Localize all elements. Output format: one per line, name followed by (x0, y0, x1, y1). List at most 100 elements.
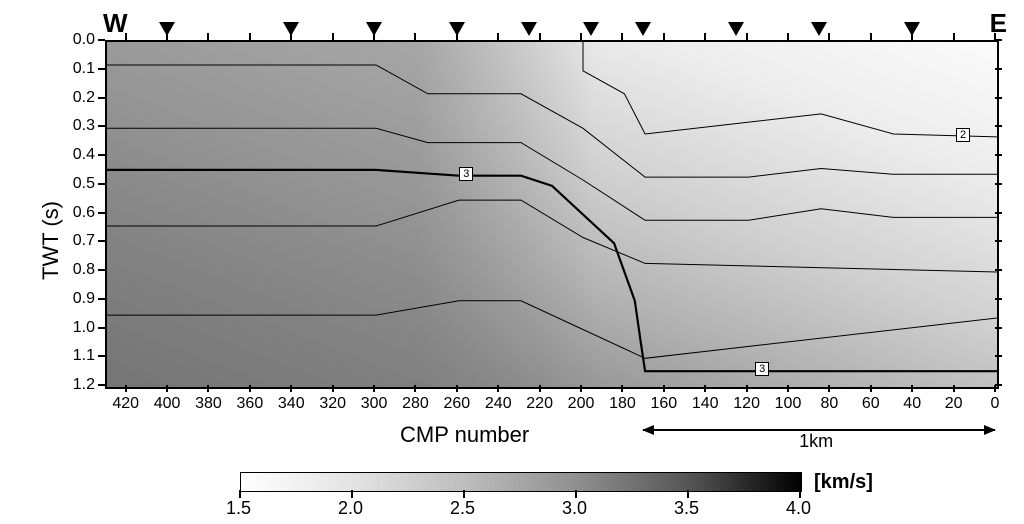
x-tick-mark (911, 385, 913, 392)
x-tick-label: 360 (236, 395, 264, 413)
x-tick-mark (870, 33, 872, 40)
colorbar-tick-label: 4.0 (786, 498, 811, 519)
x-tick-mark (414, 385, 416, 392)
y-tick-label: 0.8 (73, 261, 95, 279)
colorbar-tick-label: 2.0 (338, 498, 363, 519)
colorbar-tick-mark (351, 490, 353, 498)
x-tick-mark (580, 385, 582, 392)
colorbar-tick-label: 2.5 (450, 498, 475, 519)
x-tick-mark (953, 33, 955, 40)
x-tick-mark (580, 33, 582, 40)
colorbar-tick-label: 1.5 (226, 498, 251, 519)
x-tick-label: 400 (153, 395, 181, 413)
cmp-marker-icon (521, 22, 537, 36)
x-tick-label: 380 (194, 395, 222, 413)
y-tick-mark (98, 97, 105, 99)
y-tick-mark (98, 269, 105, 271)
cmp-marker-icon (583, 22, 599, 36)
y-tick-label: 1.1 (73, 347, 95, 365)
y-tick-mark (98, 298, 105, 300)
y-tick-mark (995, 384, 1002, 386)
x-tick-mark (953, 385, 955, 392)
x-tick-mark (166, 33, 168, 40)
x-tick-mark (828, 385, 830, 392)
x-tick-label: 340 (277, 395, 305, 413)
x-tick-mark (456, 33, 458, 40)
colorbar-tick-mark (463, 490, 465, 498)
x-tick-mark (125, 33, 127, 40)
x-tick-mark (373, 33, 375, 40)
x-tick-label: 140 (691, 395, 719, 413)
x-tick-mark (746, 33, 748, 40)
y-tick-mark (995, 355, 1002, 357)
x-tick-mark (414, 33, 416, 40)
y-tick-label: 0.3 (73, 117, 95, 135)
x-tick-mark (828, 33, 830, 40)
x-tick-mark (497, 33, 499, 40)
plot-area (105, 40, 999, 389)
x-tick-mark (621, 385, 623, 392)
x-tick-label: 20 (940, 395, 968, 413)
x-tick-mark (249, 385, 251, 392)
y-tick-mark (98, 240, 105, 242)
x-tick-mark (746, 385, 748, 392)
y-tick-mark (995, 125, 1002, 127)
x-tick-label: 40 (898, 395, 926, 413)
x-tick-mark (994, 33, 996, 40)
scale-label: 1km (799, 431, 833, 452)
y-tick-label: 0.7 (73, 232, 95, 250)
cmp-marker-icon (811, 22, 827, 36)
x-tick-mark (125, 385, 127, 392)
y-tick-mark (995, 269, 1002, 271)
x-tick-label: 300 (360, 395, 388, 413)
y-tick-mark (995, 154, 1002, 156)
x-tick-mark (249, 33, 251, 40)
y-tick-mark (995, 212, 1002, 214)
x-tick-mark (290, 385, 292, 392)
y-tick-mark (995, 183, 1002, 185)
colorbar-tick-label: 3.0 (562, 498, 587, 519)
colorbar-tick-mark (575, 490, 577, 498)
y-tick-mark (98, 355, 105, 357)
x-tick-mark (497, 385, 499, 392)
x-tick-mark (332, 385, 334, 392)
x-tick-mark (539, 385, 541, 392)
contour-value-label: 2 (956, 128, 970, 142)
x-tick-label: 280 (401, 395, 429, 413)
x-tick-label: 180 (608, 395, 636, 413)
cmp-marker-icon (635, 22, 651, 36)
x-axis-label: CMP number (400, 422, 529, 448)
x-tick-mark (373, 385, 375, 392)
y-tick-mark (995, 39, 1002, 41)
colorbar-tick-label: 3.5 (674, 498, 699, 519)
y-axis-label: TWT (s) (38, 201, 64, 280)
y-tick-mark (98, 384, 105, 386)
colorbar-tick-mark (799, 490, 801, 498)
x-tick-label: 320 (319, 395, 347, 413)
x-tick-label: 120 (733, 395, 761, 413)
x-tick-mark (994, 385, 996, 392)
colorbar-unit: [km/s] (814, 471, 873, 494)
x-tick-mark (456, 385, 458, 392)
cmp-marker-icon (728, 22, 744, 36)
x-tick-mark (704, 33, 706, 40)
x-tick-mark (207, 33, 209, 40)
y-tick-mark (98, 154, 105, 156)
y-tick-label: 0.2 (73, 89, 95, 107)
x-tick-mark (787, 385, 789, 392)
x-tick-mark (870, 385, 872, 392)
x-tick-label: 260 (443, 395, 471, 413)
y-tick-label: 0.4 (73, 146, 95, 164)
y-tick-mark (98, 39, 105, 41)
seismic-velocity-figure: W E 0.00.10.20.30.40.50.60.70.80.91.01.1… (10, 10, 1014, 514)
x-tick-mark (207, 385, 209, 392)
contour-value-label: 3 (755, 362, 769, 376)
y-tick-mark (995, 327, 1002, 329)
x-tick-mark (166, 385, 168, 392)
x-tick-mark (290, 33, 292, 40)
y-tick-mark (995, 68, 1002, 70)
y-tick-mark (98, 183, 105, 185)
y-tick-mark (995, 240, 1002, 242)
x-tick-label: 220 (526, 395, 554, 413)
colorbar-tick-mark (687, 490, 689, 498)
